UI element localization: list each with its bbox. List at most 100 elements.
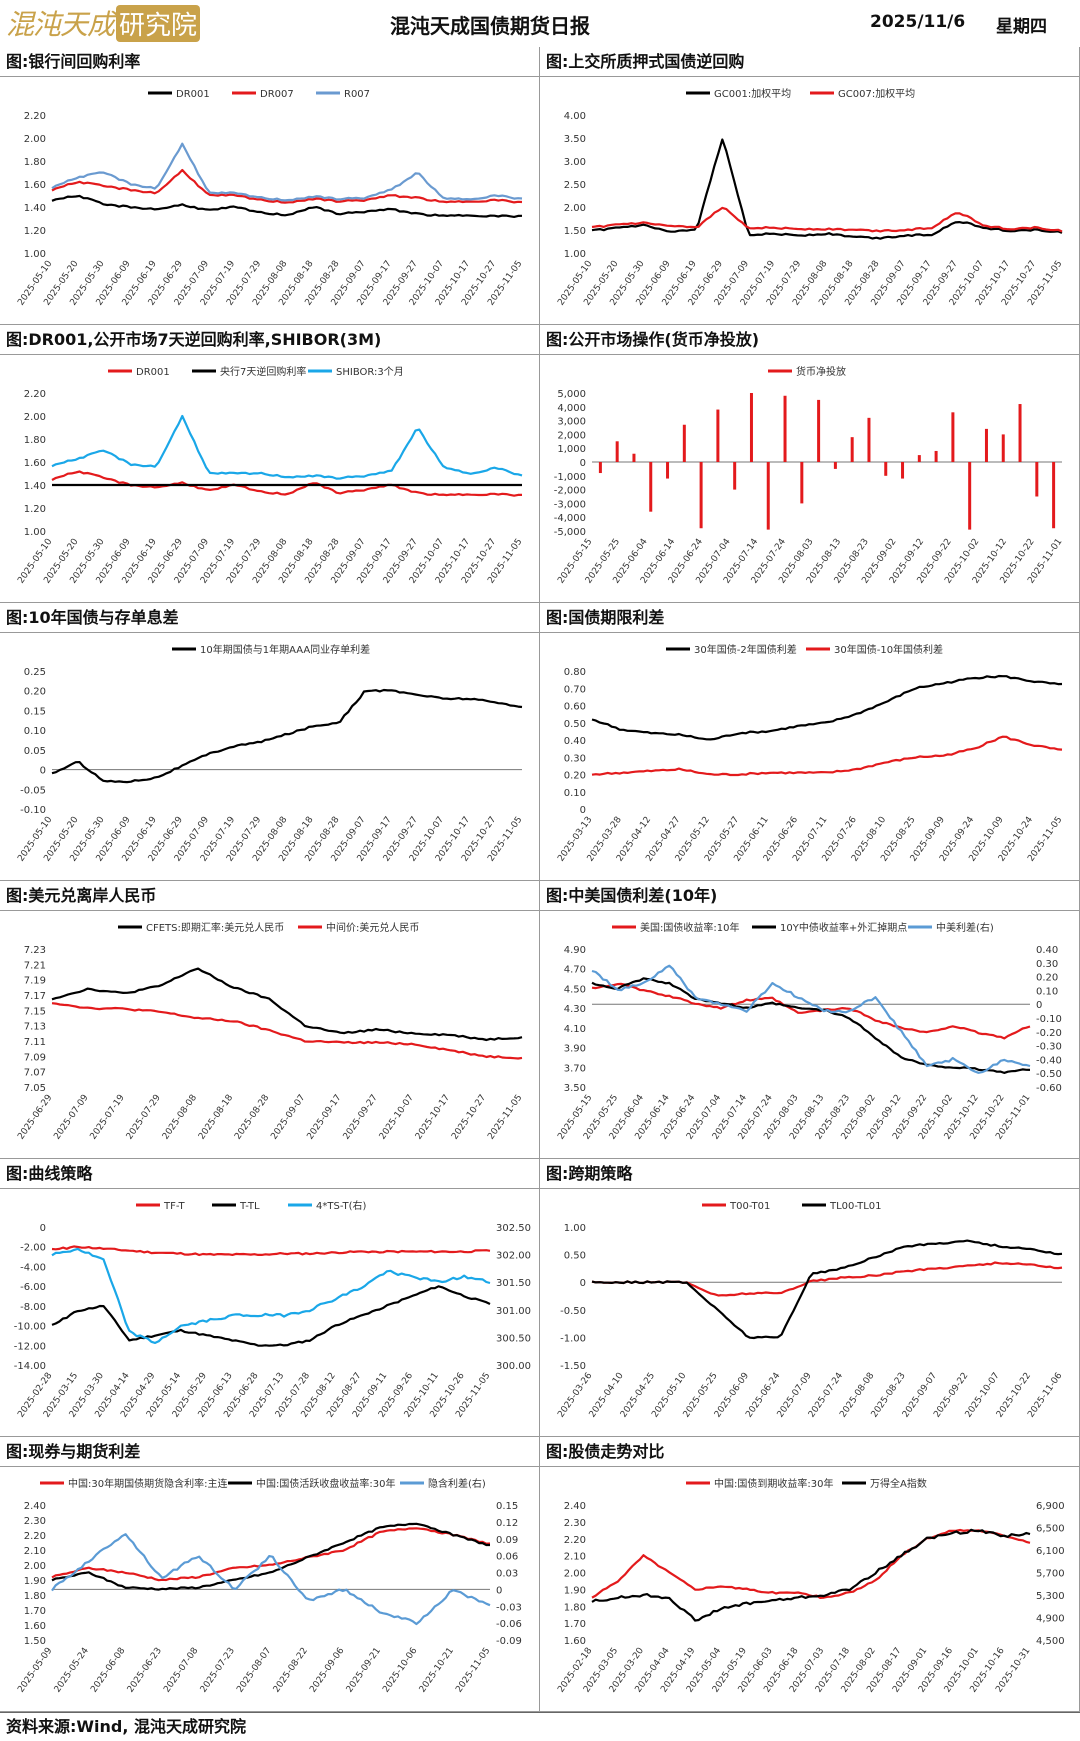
panel-title: 图:股债走势对比 xyxy=(540,1437,1079,1467)
y-tick-label: 0.40 xyxy=(564,736,586,747)
panel-interbank-repo: 图:银行间回购利率 DR001 DR007 R007 1.00 1.20 1.40 1.60… xyxy=(0,47,540,325)
bar xyxy=(783,395,787,462)
x-axis: 2025-02-282025-03-152025-03-302025-04-14… xyxy=(16,1371,492,1420)
y-tick-label: 7.15 xyxy=(24,1006,46,1017)
y-tick-label: 1.40 xyxy=(24,203,46,214)
legend-label: T-TL xyxy=(239,1201,260,1212)
y-tick-label: 3.50 xyxy=(564,134,586,145)
bar xyxy=(666,462,670,479)
chart-cash-futures-spread: 中国:30年期国债期货隐含利率:主连 中国:国债活跃收盘收益率:30年 隐含利差(右… xyxy=(16,1477,522,1695)
x-axis: 2025-05-102025-05-202025-05-302025-06-09… xyxy=(556,259,1064,308)
bar xyxy=(1001,434,1005,462)
y-tick-label: 1.00 xyxy=(24,527,46,538)
chart-10y-ncd-spread: 10年期国债与1年期AAA同业存单利差 -0.10 -0.05 0 0.05 0.10 0.… xyxy=(16,643,524,864)
y-tick-label: -0.05 xyxy=(20,785,46,796)
chart-legend: 10年期国债与1年期AAA同业存单利差 xyxy=(172,643,370,656)
y-tick-label: -2.00 xyxy=(20,1243,46,1254)
series-line xyxy=(51,194,523,218)
bar xyxy=(716,409,720,462)
y-tick-label: 1,000 xyxy=(557,444,586,455)
legend-label: SHIBOR:3个月 xyxy=(336,366,404,378)
panel-calendar-strategy: 图:跨期策略 T00-T01 TL00-TL01 -1.50 -1.00 -0.50 0 0… xyxy=(540,1159,1080,1437)
legend-label: GC007:加权平均 xyxy=(838,87,915,100)
x-axis: 2025-02-182025-03-052025-03-202025-04-04… xyxy=(556,1646,1032,1695)
x-tick-label: 2025-10-07 xyxy=(378,1093,416,1142)
y-axis: -1.50 -1.00 -0.50 0 0.50 1.00 xyxy=(560,1223,586,1372)
legend-label: T00-T01 xyxy=(729,1201,770,1212)
y-axis: 1.00 1.20 1.40 1.60 1.80 2.00 2.20 xyxy=(24,389,46,538)
chart-legend: 货币净投放 xyxy=(768,365,846,378)
x-tick-label: 2025-11-05 xyxy=(454,1646,492,1695)
y-tick-label: -8.00 xyxy=(20,1302,46,1313)
y2-tick-label: 300.50 xyxy=(496,1333,531,1344)
data-source-footer: 资料来源:Wind, 混沌天成研究院 xyxy=(0,1712,1080,1740)
series-line xyxy=(591,977,1031,1074)
x-axis: 2025-03-262025-04-102025-04-252025-05-10… xyxy=(556,1371,1064,1420)
y-tick-label: -1.00 xyxy=(560,1333,586,1344)
y-tick-label: 4,000 xyxy=(557,403,586,414)
y-tick-label: 2.20 xyxy=(24,111,46,122)
chart-legend: CFETS:即期汇率:美元兑人民币 中间价:美元兑人民币 xyxy=(118,921,419,934)
panel-exchange-repo: 图:上交所质押式国债逆回购 GC001:加权平均 GC007:加权平均 1.00 1.… xyxy=(540,47,1080,325)
legend-label: TF-T xyxy=(163,1201,186,1212)
bar xyxy=(615,441,619,462)
y-tick-label: 0.50 xyxy=(564,719,586,730)
y-tick-label: -10.00 xyxy=(14,1322,46,1333)
y-tick-label: 7.13 xyxy=(24,1022,46,1033)
legend-label: 4*TS-T(右) xyxy=(316,1199,367,1212)
x-axis: 2025-06-292025-07-092025-07-192025-07-29… xyxy=(16,1093,524,1142)
y2-tick-label: 4,900 xyxy=(1036,1614,1065,1625)
y-tick-label: 2.00 xyxy=(564,203,586,214)
bar xyxy=(1052,462,1056,529)
y-tick-label: 1.20 xyxy=(24,226,46,237)
y2-tick-label: 0.30 xyxy=(1036,959,1058,970)
x-tick-label: 2025-09-21 xyxy=(345,1646,383,1695)
y-tick-label: -0.50 xyxy=(560,1306,586,1317)
y-tick-label: -4,000 xyxy=(554,513,586,524)
series-line xyxy=(591,1261,1063,1297)
bar xyxy=(649,462,653,512)
y2-tick-label: -0.09 xyxy=(496,1636,522,1647)
y-tick-label: 0 xyxy=(580,805,586,816)
y-tick-label: 4.00 xyxy=(564,111,586,122)
x-axis: 2025-05-102025-05-202025-05-302025-06-09… xyxy=(16,815,524,864)
series-line xyxy=(51,1247,491,1344)
x-axis: 2025-05-152025-05-252025-06-042025-06-14… xyxy=(556,1093,1032,1142)
chart-curve-strategy: TF-T T-TL 4*TS-T(右) -14.00 -12.00 -10.00 -8.00… xyxy=(14,1199,531,1420)
y-tick-label: 0.10 xyxy=(24,726,46,737)
report-header: 混沌天成 研究院 混沌天成国债期货日报 2025/11/6 星期四 xyxy=(0,0,1080,49)
y-tick-label: 0 xyxy=(40,1223,46,1234)
chart-legend: 30年国债-2年国债利差 30年国债-10年国债利差 xyxy=(666,643,943,656)
panel-title: 图:上交所质押式国债逆回购 xyxy=(540,47,1079,77)
legend-label: 万得全A指数 xyxy=(870,1477,927,1490)
y-tick-label: -3,000 xyxy=(554,499,586,510)
chart-legend: T00-T01 TL00-TL01 xyxy=(702,1201,882,1212)
y-tick-label: 1.80 xyxy=(24,435,46,446)
series-line xyxy=(591,1528,1031,1622)
legend-label: R007 xyxy=(344,89,370,100)
y-tick-label: 1.60 xyxy=(564,1636,586,1647)
y-tick-label: 3.50 xyxy=(564,1083,586,1094)
y-tick-label: 2.20 xyxy=(24,389,46,400)
y-tick-label: 4.90 xyxy=(564,945,586,956)
y-tick-label: 2.00 xyxy=(564,1569,586,1580)
panel-stock-bond: 图:股债走势对比 中国:国债到期收益率:30年 万得全A指数 1.60 1.70 1.8… xyxy=(540,1437,1080,1712)
y-tick-label: 0.25 xyxy=(24,667,46,678)
series-line xyxy=(51,1533,491,1626)
y2-tick-label: -0.03 xyxy=(496,1602,522,1613)
y2-tick-label: 0.03 xyxy=(496,1569,518,1580)
y2-tick-label: -0.20 xyxy=(1036,1028,1062,1039)
bar xyxy=(968,462,972,530)
y-tick-label: 5,000 xyxy=(557,389,586,400)
x-axis: 2025-05-092025-05-242025-06-082025-06-23… xyxy=(16,1646,492,1695)
y-tick-label: -1.50 xyxy=(560,1361,586,1372)
y-tick-label: 7.09 xyxy=(24,1052,46,1063)
y-tick-label: 4.10 xyxy=(564,1024,586,1035)
legend-label: DR001 xyxy=(176,89,210,100)
y-tick-label: 3,000 xyxy=(557,417,586,428)
y2-axis: 4,500 4,900 5,300 5,700 6,100 6,500 6,900 xyxy=(1036,1501,1065,1647)
y-tick-label: 2.10 xyxy=(564,1552,586,1563)
chart-legend: 美国:国债收益率:10年 10Y中债收益率+外汇掉期点 中美利差(右) xyxy=(612,921,994,934)
legend-label: 中国:30年期国债期货隐含利率:主连 xyxy=(68,1477,227,1490)
x-tick-label: 2025-08-28 xyxy=(233,1093,271,1142)
